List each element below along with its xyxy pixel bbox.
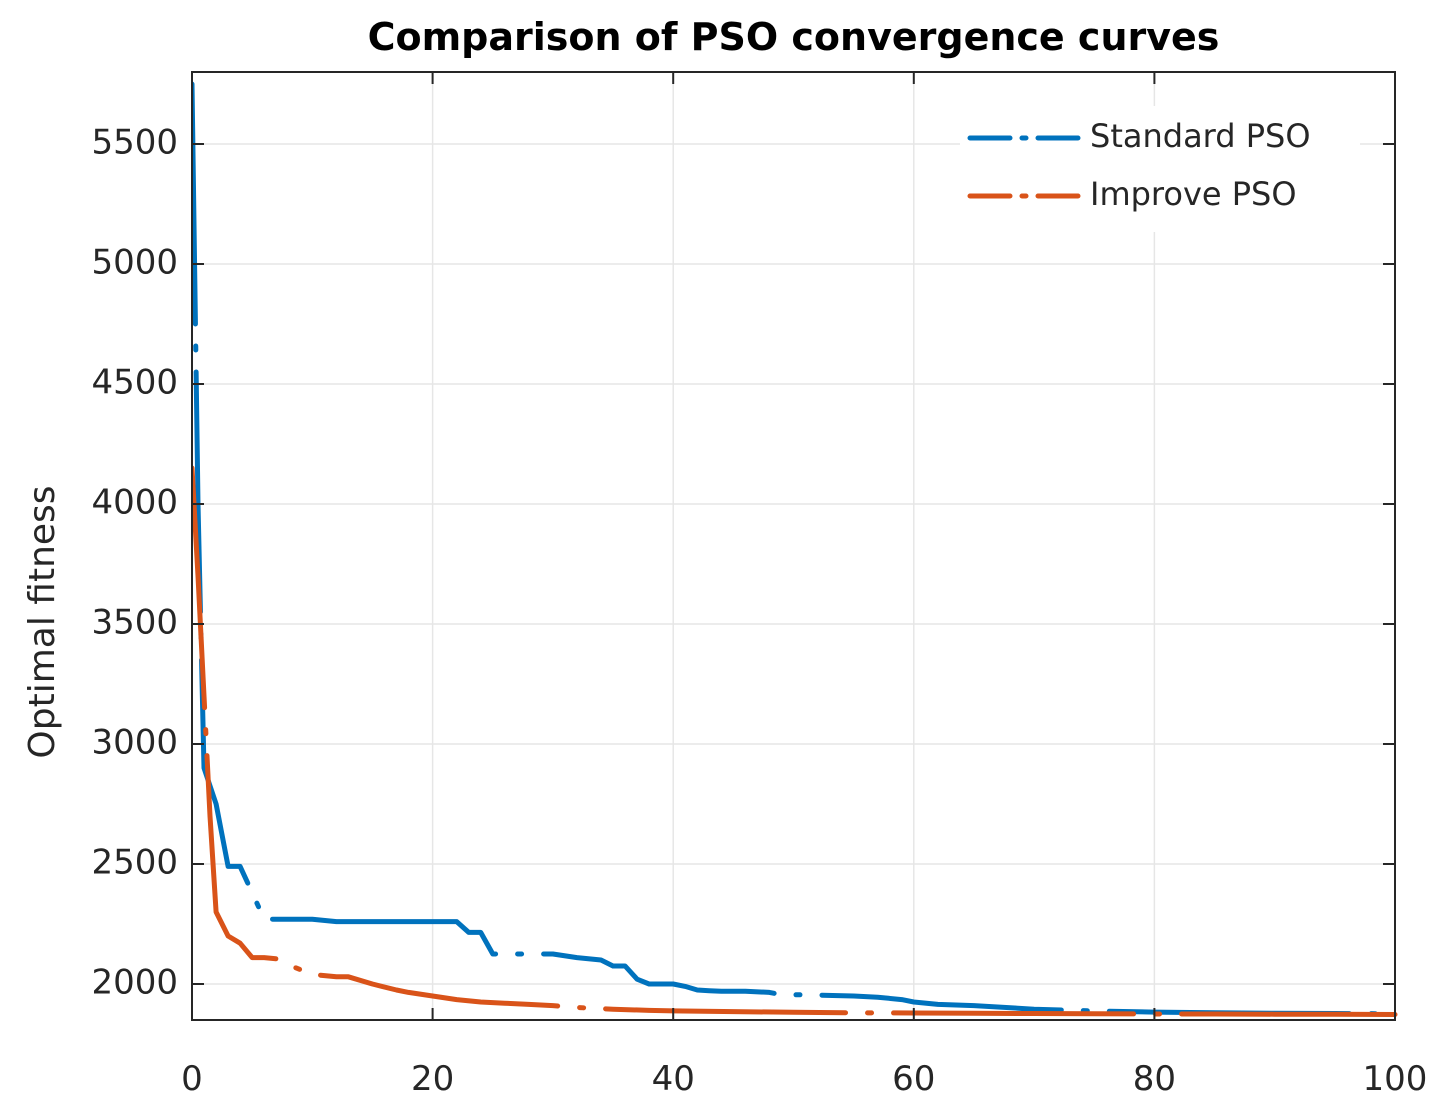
x-tick-label: 60 <box>892 1059 935 1099</box>
series-line-improve-pso <box>192 465 1398 1017</box>
y-tick-label: 5500 <box>91 123 178 163</box>
axis-ticks: 0 20 40 60 80 100 2000 2500 3000 3500 4000 4500 5000… <box>91 72 1427 1099</box>
y-tick-label: 4500 <box>91 363 178 403</box>
y-tick-label: 2500 <box>91 843 178 883</box>
y-tick-label: 3500 <box>91 603 178 643</box>
x-tick-label: 100 <box>1363 1059 1428 1099</box>
x-tick-label: 40 <box>652 1059 695 1099</box>
legend-label: Improve PSO <box>1090 175 1297 213</box>
legend-box <box>960 106 1360 232</box>
x-tick-label: 80 <box>1133 1059 1176 1099</box>
legend-label: Standard PSO <box>1090 117 1311 155</box>
y-axis-label: Optimal fitness <box>22 485 63 758</box>
series-layer <box>192 81 1398 1017</box>
chart-title: Comparison of PSO convergence curves <box>368 15 1220 59</box>
y-tick-label: 5000 <box>91 243 178 283</box>
x-tick-label: 0 <box>181 1059 203 1099</box>
y-tick-label: 4000 <box>91 483 178 523</box>
legend: Standard PSO Improve PSO <box>960 106 1360 232</box>
y-tick-label: 3000 <box>91 723 178 763</box>
plot-frame <box>191 71 1396 1021</box>
series-line-standard-pso <box>192 81 1398 1017</box>
x-tick-label: 20 <box>411 1059 454 1099</box>
y-tick-label: 2000 <box>91 963 178 1003</box>
grid <box>191 72 1396 1020</box>
